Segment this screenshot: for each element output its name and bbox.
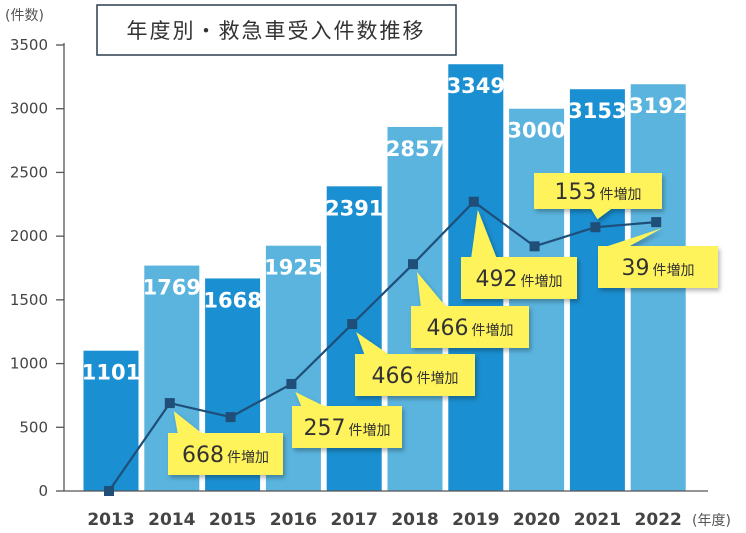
callout-pointer [295,391,328,408]
bar-value-label-2013: 1101 [82,361,140,385]
callout-box [292,406,402,448]
callout-2016: 257 件増加 [292,391,402,448]
line-point-2021 [590,222,601,233]
chart-title-box: 年度別・救急車受入件数推移 [96,4,457,56]
line-point-2017 [347,319,358,330]
callout-box [355,354,475,396]
callout-box [461,257,577,299]
bar-value-label-2016: 1925 [264,256,322,280]
y-tick-label-500: 500 [19,418,48,436]
callout-box [411,306,529,348]
x-tick-label-2016: 2016 [270,510,317,530]
x-tick-label-2014: 2014 [148,510,195,530]
bar-value-label-2021: 3153 [568,99,626,123]
x-tick-label-2021: 2021 [574,510,621,530]
callout-label: 668 件増加 [182,443,269,468]
y-tick-label-1500: 1500 [10,291,48,309]
bar-value-label-2014: 1769 [143,276,201,300]
bar-value-label-2015: 1668 [203,288,261,312]
y-tick-label-0: 0 [38,482,48,500]
callout-2022: 39 件増加 [598,228,718,288]
x-tick-label-2020: 2020 [513,510,560,530]
chart-title: 年度別・救急車受入件数推移 [127,19,426,43]
callout-box [168,433,283,475]
y-tick-label-1000: 1000 [10,355,48,373]
callout-label: 257 件増加 [304,416,391,441]
y-axis-label: (件数) [5,8,44,24]
x-tick-label-2018: 2018 [391,510,438,530]
line-point-2022 [651,217,662,228]
line-layer [104,196,662,496]
x-tick-label-2013: 2013 [87,510,134,530]
callout-label: 466 件増加 [427,316,514,341]
callout-pointer [356,332,391,356]
callout-layer: 668 件増加 257 件増加 466 件増加 466 件増加 492 件増加 153 件増加 39 件増… [168,173,718,475]
callout-2018: 466 件増加 [411,272,529,348]
callout-label: 39 件増加 [622,256,695,281]
x-tick-label-2017: 2017 [331,510,378,530]
y-tick-label-3000: 3000 [10,100,48,118]
line-point-2014 [164,398,175,409]
bar-2020 [509,108,565,491]
axes-layer: 2013 2014 2015 2016 2017 2018 2019 2020 2021 2022… [10,36,708,530]
callout-pointer [417,272,447,308]
x-axis-unit-label: (年度) [692,513,731,529]
bar-value-label-2018: 2857 [386,137,444,161]
x-tick-label-2019: 2019 [452,510,499,530]
callout-label: 492 件増加 [476,267,563,292]
callout-label: 153 件増加 [555,180,642,205]
callout-box [598,246,718,288]
bar-2021 [569,89,625,491]
callout-pointer [471,209,497,259]
callout-pointer [602,228,663,248]
bar-value-label-2019: 3349 [447,74,505,98]
line-point-2018 [408,259,418,270]
y-tick-label-3500: 3500 [10,36,48,54]
y-tick-label-2000: 2000 [10,227,48,245]
callout-2014: 668 件増加 [168,411,283,475]
callout-2021: 153 件増加 [534,173,662,220]
line-point-2015 [225,412,236,423]
line-series [108,200,657,492]
x-tick-label-2022: 2022 [635,510,682,530]
bar-value-label-2022: 3192 [629,94,687,118]
line-point-2016 [286,378,297,389]
y-tick-label-2500: 2500 [10,163,48,181]
line-point-2020 [529,241,540,252]
callout-box [534,173,662,209]
callout-pointer [590,207,614,220]
bar-value-label-2020: 3000 [507,119,565,143]
bar-2013 [83,350,139,491]
bar-value-label-2017: 2391 [325,196,383,220]
callout-pointer [173,411,204,435]
x-tick-label-2015: 2015 [209,510,256,530]
callout-label: 466 件増加 [372,364,459,389]
callout-2019: 492 件増加 [461,209,577,299]
line-point-2013 [104,486,114,496]
line-point-2019 [468,196,479,207]
callout-2017: 466 件増加 [355,332,475,396]
